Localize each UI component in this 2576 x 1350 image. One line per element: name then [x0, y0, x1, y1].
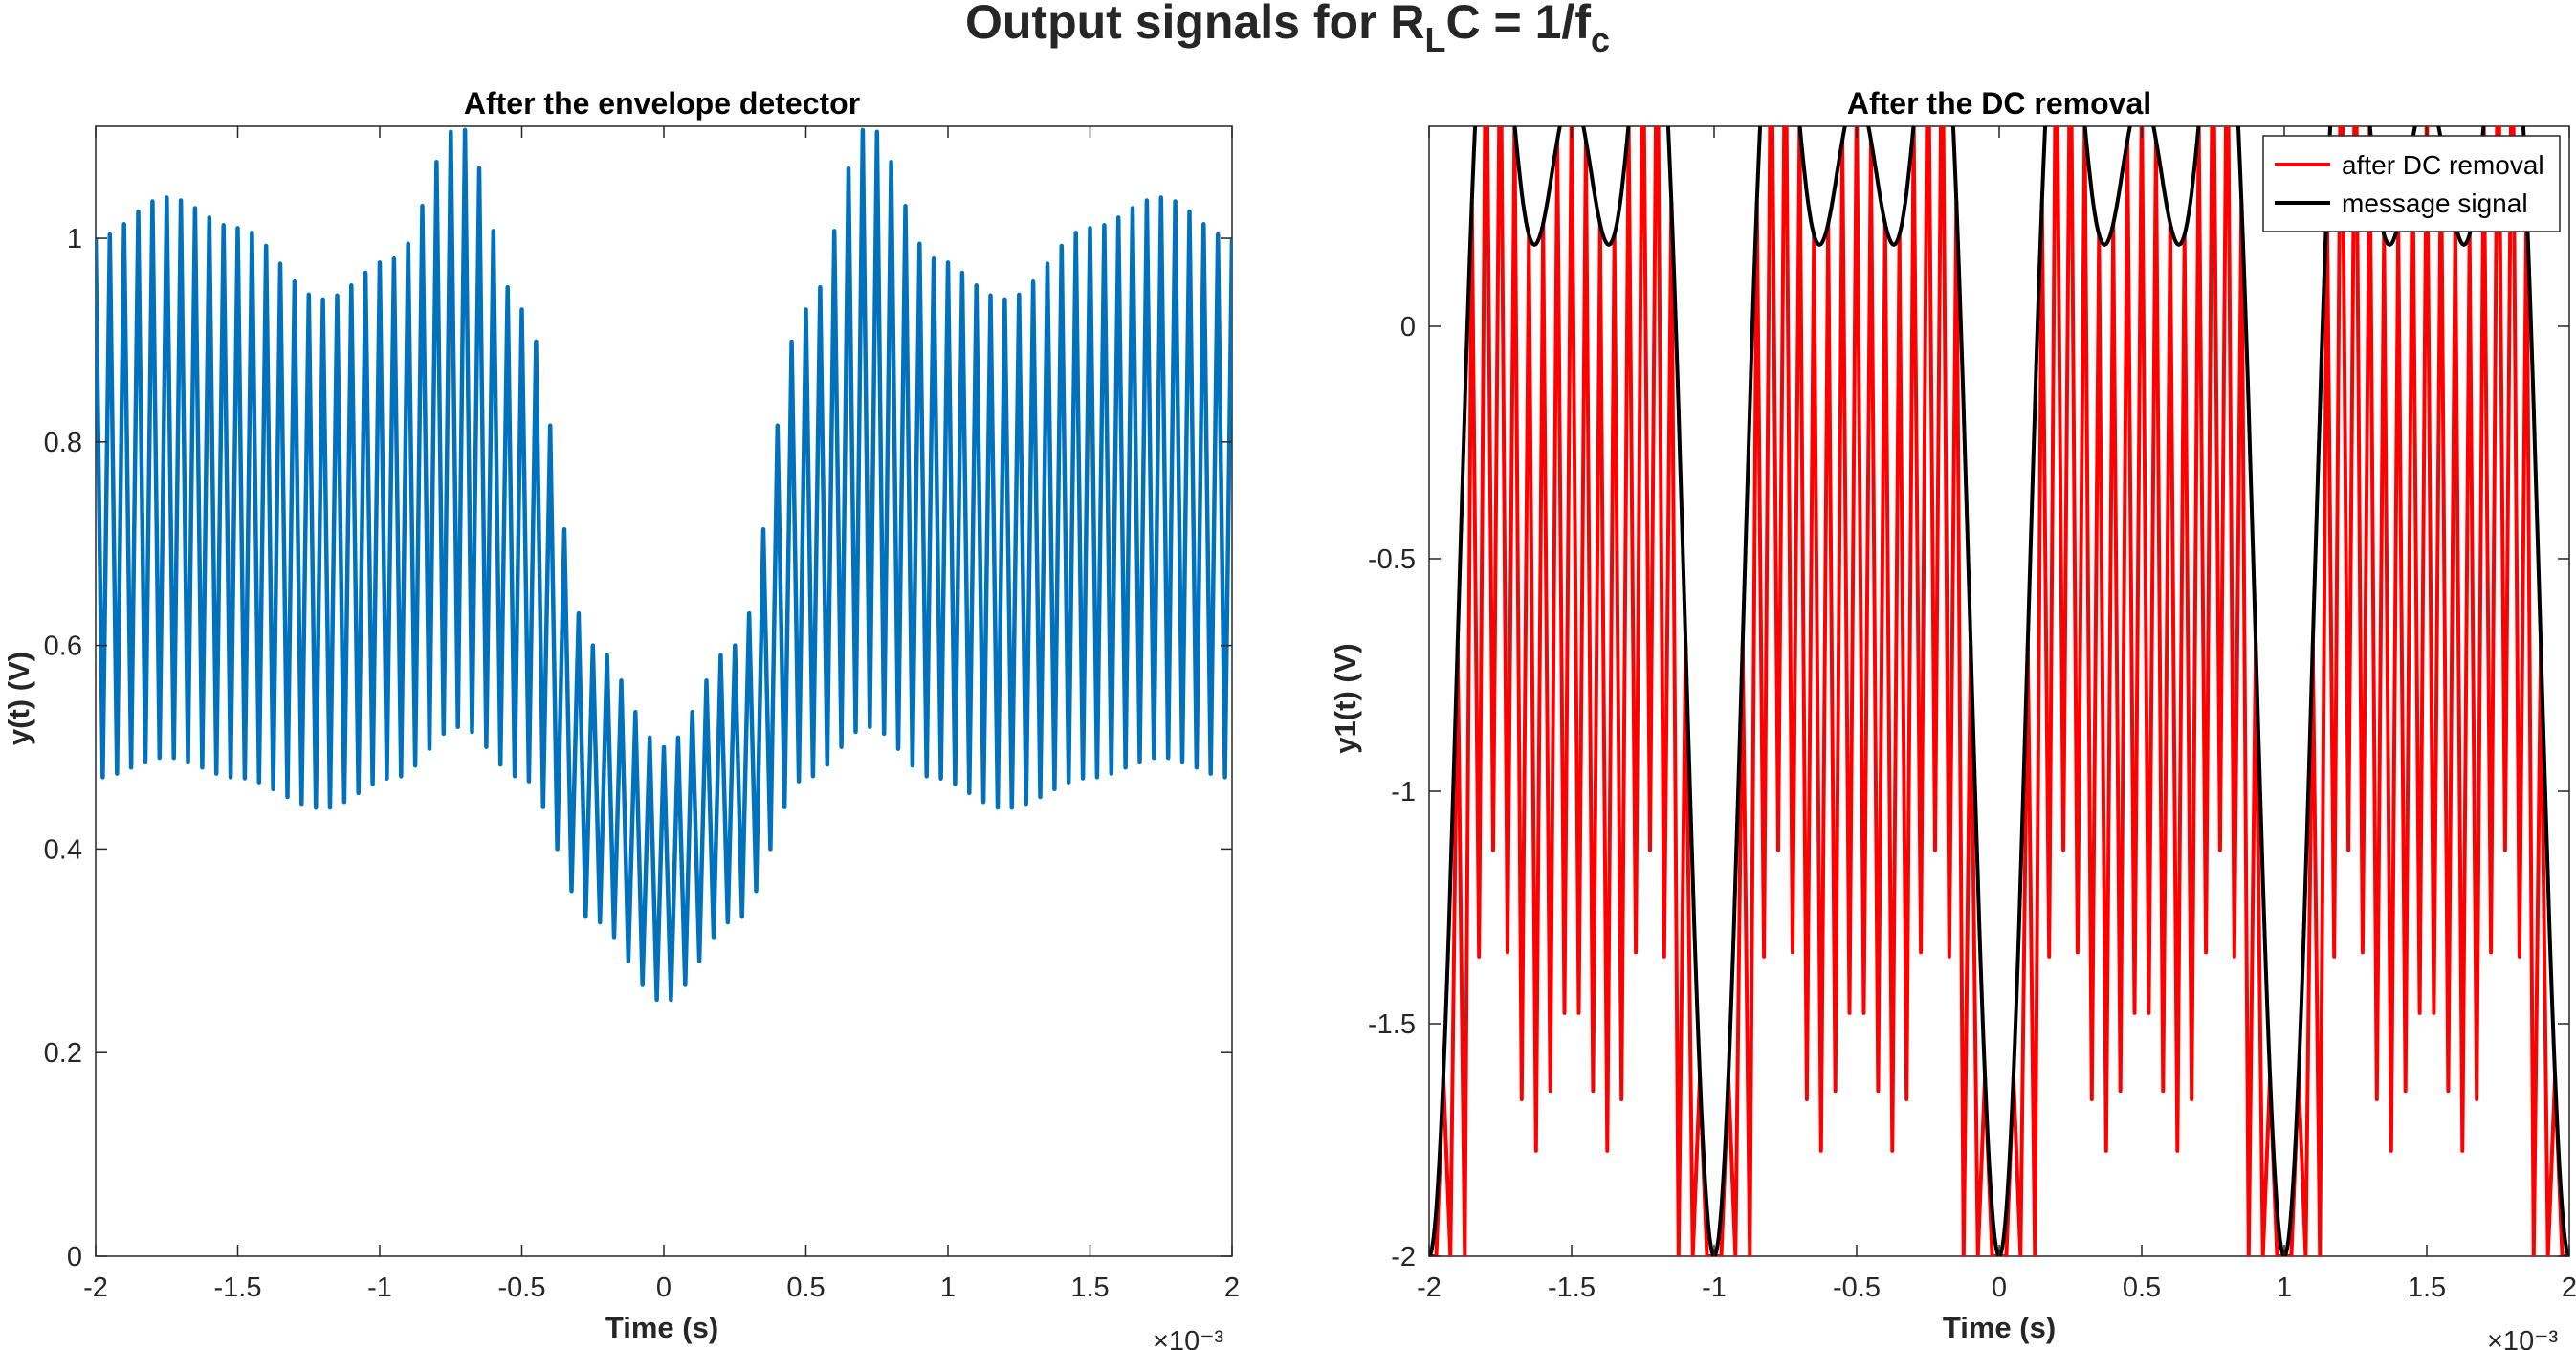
x-tick-label: -0.5 — [498, 1273, 546, 1303]
y-tick-label: 0.4 — [44, 834, 82, 865]
left-chart: After the envelope detector Time (s) y(t… — [2, 86, 1240, 1350]
figure-title-sub2: c — [1591, 20, 1610, 59]
data-layer-0 — [96, 127, 1232, 1003]
figure-title-mid: C = 1/f — [1446, 0, 1592, 49]
legend-label: after DC removal — [2342, 150, 2544, 180]
x-tick-label: -2 — [1417, 1273, 1442, 1303]
y-tick-label: 0.6 — [44, 631, 82, 662]
right-chart-x-exponent: ×10⁻³ — [2487, 1326, 2558, 1350]
y-tick-label: -2 — [1391, 1242, 1416, 1273]
series-line-0-0 — [96, 127, 1232, 1003]
right-chart: After the DC removal Time (s) y1(t) (V) … — [1329, 86, 2576, 1350]
right-chart-xlabel: Time (s) — [1943, 1311, 2056, 1344]
x-tick-label: -0.5 — [1833, 1273, 1881, 1303]
x-tick-label: 1.5 — [1070, 1273, 1109, 1303]
y-tick-label: 0 — [67, 1242, 82, 1273]
left-chart-x-exponent: ×10⁻³ — [1153, 1326, 1223, 1350]
right-chart-title: After the DC removal — [1847, 86, 2151, 121]
left-chart-title: After the envelope detector — [464, 86, 860, 121]
x-tick-label: 0.5 — [786, 1273, 825, 1303]
x-tick-label: -1.5 — [1548, 1273, 1596, 1303]
left-chart-xlabel: Time (s) — [605, 1311, 718, 1344]
figure-title-main: Output signals for R — [965, 0, 1425, 49]
x-tick-label: 1 — [940, 1273, 956, 1303]
x-tick-label: 0 — [1992, 1273, 2007, 1303]
figure-title: Output signals for RLC = 1/fc — [965, 0, 1610, 59]
figure-title-sub1: L — [1425, 20, 1446, 59]
x-tick-label: 2 — [1224, 1273, 1240, 1303]
y-tick-label: -1 — [1391, 777, 1416, 808]
y-tick-label: 1 — [67, 224, 82, 255]
y-tick-label: -0.5 — [1368, 544, 1416, 575]
legend-label: message signal — [2342, 188, 2528, 218]
y-tick-label: 0 — [1400, 312, 1416, 343]
x-tick-label: 0 — [656, 1273, 672, 1303]
x-tick-label: -1.5 — [214, 1273, 262, 1303]
right-chart-ylabel: y1(t) (V) — [1329, 643, 1362, 753]
y-tick-label: -1.5 — [1368, 1009, 1416, 1040]
x-tick-label: 1.5 — [2408, 1273, 2446, 1303]
x-tick-label: -1 — [1702, 1273, 1727, 1303]
x-tick-label: 1 — [2277, 1273, 2292, 1303]
y-tick-label: 0.2 — [44, 1038, 82, 1069]
series-line-1-0 — [1429, 126, 2569, 1256]
left-chart-ylabel: y(t) (V) — [2, 652, 35, 745]
x-tick-label: -2 — [83, 1273, 108, 1303]
legend: after DC removal message signal — [2262, 135, 2561, 232]
x-tick-label: 0.5 — [2123, 1273, 2161, 1303]
x-tick-label: -1 — [367, 1273, 392, 1303]
y-tick-label: 0.8 — [44, 428, 82, 458]
x-tick-label: 2 — [2562, 1273, 2576, 1303]
